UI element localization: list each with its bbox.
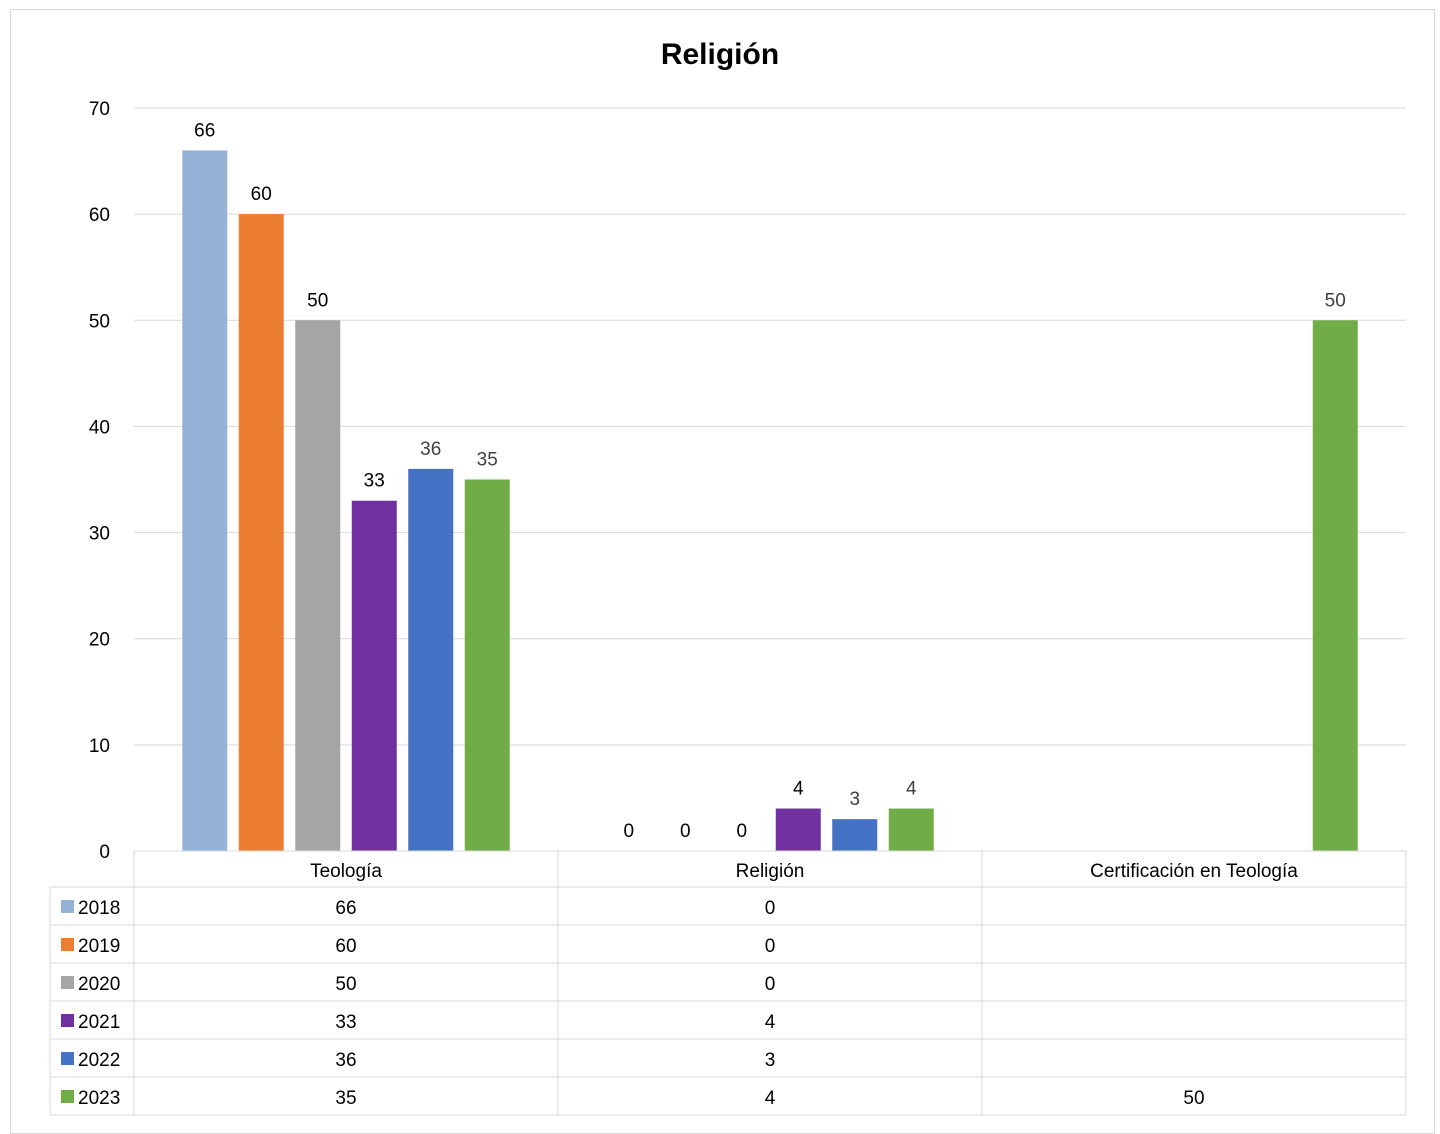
legend-label: 2023 [78, 1088, 120, 1109]
data-label: 3 [849, 789, 860, 810]
bar-2022-1 [832, 819, 878, 851]
legend-label: 2021 [78, 1012, 120, 1033]
data-table: Teología Religión Certificación en Teologí… [49, 850, 1407, 1116]
y-tick-label: 40 [89, 417, 110, 438]
legend-swatch-2022 [61, 1052, 74, 1065]
data-labels: 66 60 50 33 36 35 0 0 0 4 3 4 50 [194, 120, 1346, 842]
bar-2023-1 [888, 808, 934, 851]
data-label: 50 [307, 290, 328, 311]
data-label: 50 [1325, 290, 1346, 311]
bar-2021-1 [775, 808, 821, 851]
data-label: 4 [906, 779, 917, 800]
bar-2023-0 [464, 479, 510, 851]
y-tick-label: 30 [89, 524, 110, 545]
y-tick-label: 50 [89, 311, 110, 332]
data-label: 0 [623, 821, 634, 842]
legend-swatch-2020 [61, 976, 74, 989]
bar-2022-0 [408, 468, 454, 851]
y-tick-label: 20 [89, 630, 110, 651]
data-label: 66 [194, 120, 215, 141]
legend-swatch-2019 [61, 938, 74, 951]
table-cell: 0 [765, 936, 776, 957]
category-label: Religión [736, 861, 805, 882]
legend-label: 2020 [78, 974, 120, 995]
table-cell: 66 [335, 898, 356, 919]
table-cell: 50 [335, 974, 356, 995]
data-label: 33 [364, 471, 385, 492]
legend-label: 2022 [78, 1050, 120, 1071]
data-label: 35 [477, 450, 498, 471]
table-cell: 0 [765, 898, 776, 919]
legend-label: 2018 [78, 898, 120, 919]
table-cell: 60 [335, 936, 356, 957]
category-label: Certificación en Teología [1090, 861, 1298, 882]
legend-swatch-2018 [61, 900, 74, 913]
table-cell: 50 [1183, 1088, 1204, 1109]
y-tick-label: 0 [99, 842, 110, 863]
legend-swatch-2021 [61, 1014, 74, 1027]
bar-2023-2 [1312, 320, 1358, 851]
y-tick-label: 70 [89, 99, 110, 120]
table-cell: 0 [765, 974, 776, 995]
bar-2018-0 [182, 150, 228, 851]
data-label: 4 [793, 779, 804, 800]
category-label: Teología [310, 861, 382, 882]
y-tick-label: 10 [89, 736, 110, 757]
legend-swatch-2023 [61, 1090, 74, 1103]
chart-title: Religión [661, 38, 779, 71]
y-tick-label: 60 [89, 205, 110, 226]
bars [182, 150, 1358, 852]
table-cell: 4 [765, 1012, 776, 1033]
bar-2019-0 [238, 214, 284, 852]
table-cell: 33 [335, 1012, 356, 1033]
data-label: 0 [736, 821, 747, 842]
table-cell: 35 [335, 1088, 356, 1109]
bar-2021-0 [351, 500, 397, 851]
bar-2020-0 [295, 320, 341, 851]
table-cell: 36 [335, 1050, 356, 1071]
table-cell: 3 [765, 1050, 776, 1071]
table-cell: 4 [765, 1088, 776, 1109]
data-label: 0 [680, 821, 691, 842]
data-label: 36 [420, 439, 441, 460]
data-label: 60 [251, 184, 272, 205]
legend-label: 2019 [78, 936, 120, 957]
